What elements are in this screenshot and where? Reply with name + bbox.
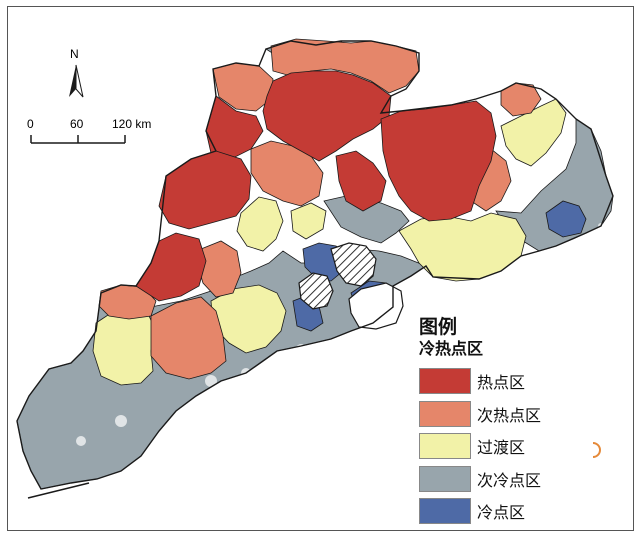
legend-label-transition: 过渡区 [477,438,526,457]
province-outline [16,40,614,490]
map-canvas [16,38,614,499]
legend-swatch-cold [419,498,471,524]
scale-tick-0: 0 [27,117,34,131]
legend: 图例 冷热点区 热点区 次热点区 过渡区 次冷点区 冷点区 [419,316,619,529]
map-frame: N 0 60 120 km 图例 冷热点区 热点区 次热点区 过渡区 次冷点区 … [7,6,634,531]
hatched-area [298,242,377,310]
legend-label-cold: 冷点区 [477,503,526,522]
legend-label-hot: 热点区 [477,373,526,392]
legend-item-secondary-cold: 次冷点区 [419,464,619,494]
legend-item-hot: 热点区 [419,366,619,396]
legend-label-secondary-hot: 次热点区 [477,405,542,425]
legend-swatch-secondary-cold [419,465,471,492]
region-hot [135,70,497,302]
legend-swatch-secondary-hot [419,400,471,427]
north-arrow-icon [69,64,84,98]
legend-item-cold: 冷点区 [419,496,619,526]
island-ring [592,442,601,458]
legend-label-secondary-cold: 次冷点区 [477,470,542,490]
legend-swatch-transition [419,433,471,459]
scale-end-label: 120 km [112,117,152,131]
scale-bar [30,135,126,144]
scale-tick-60: 60 [70,117,84,131]
north-label: N [70,47,79,61]
legend-swatch-hot [419,368,471,394]
bay-outline [348,282,404,330]
legend-subtitle: 冷热点区 [419,339,484,358]
legend-item-transition: 过渡区 [419,431,619,461]
map-corner-line [27,482,90,499]
legend-title: 图例 [419,316,458,338]
legend-item-secondary-hot: 次热点区 [419,399,619,429]
